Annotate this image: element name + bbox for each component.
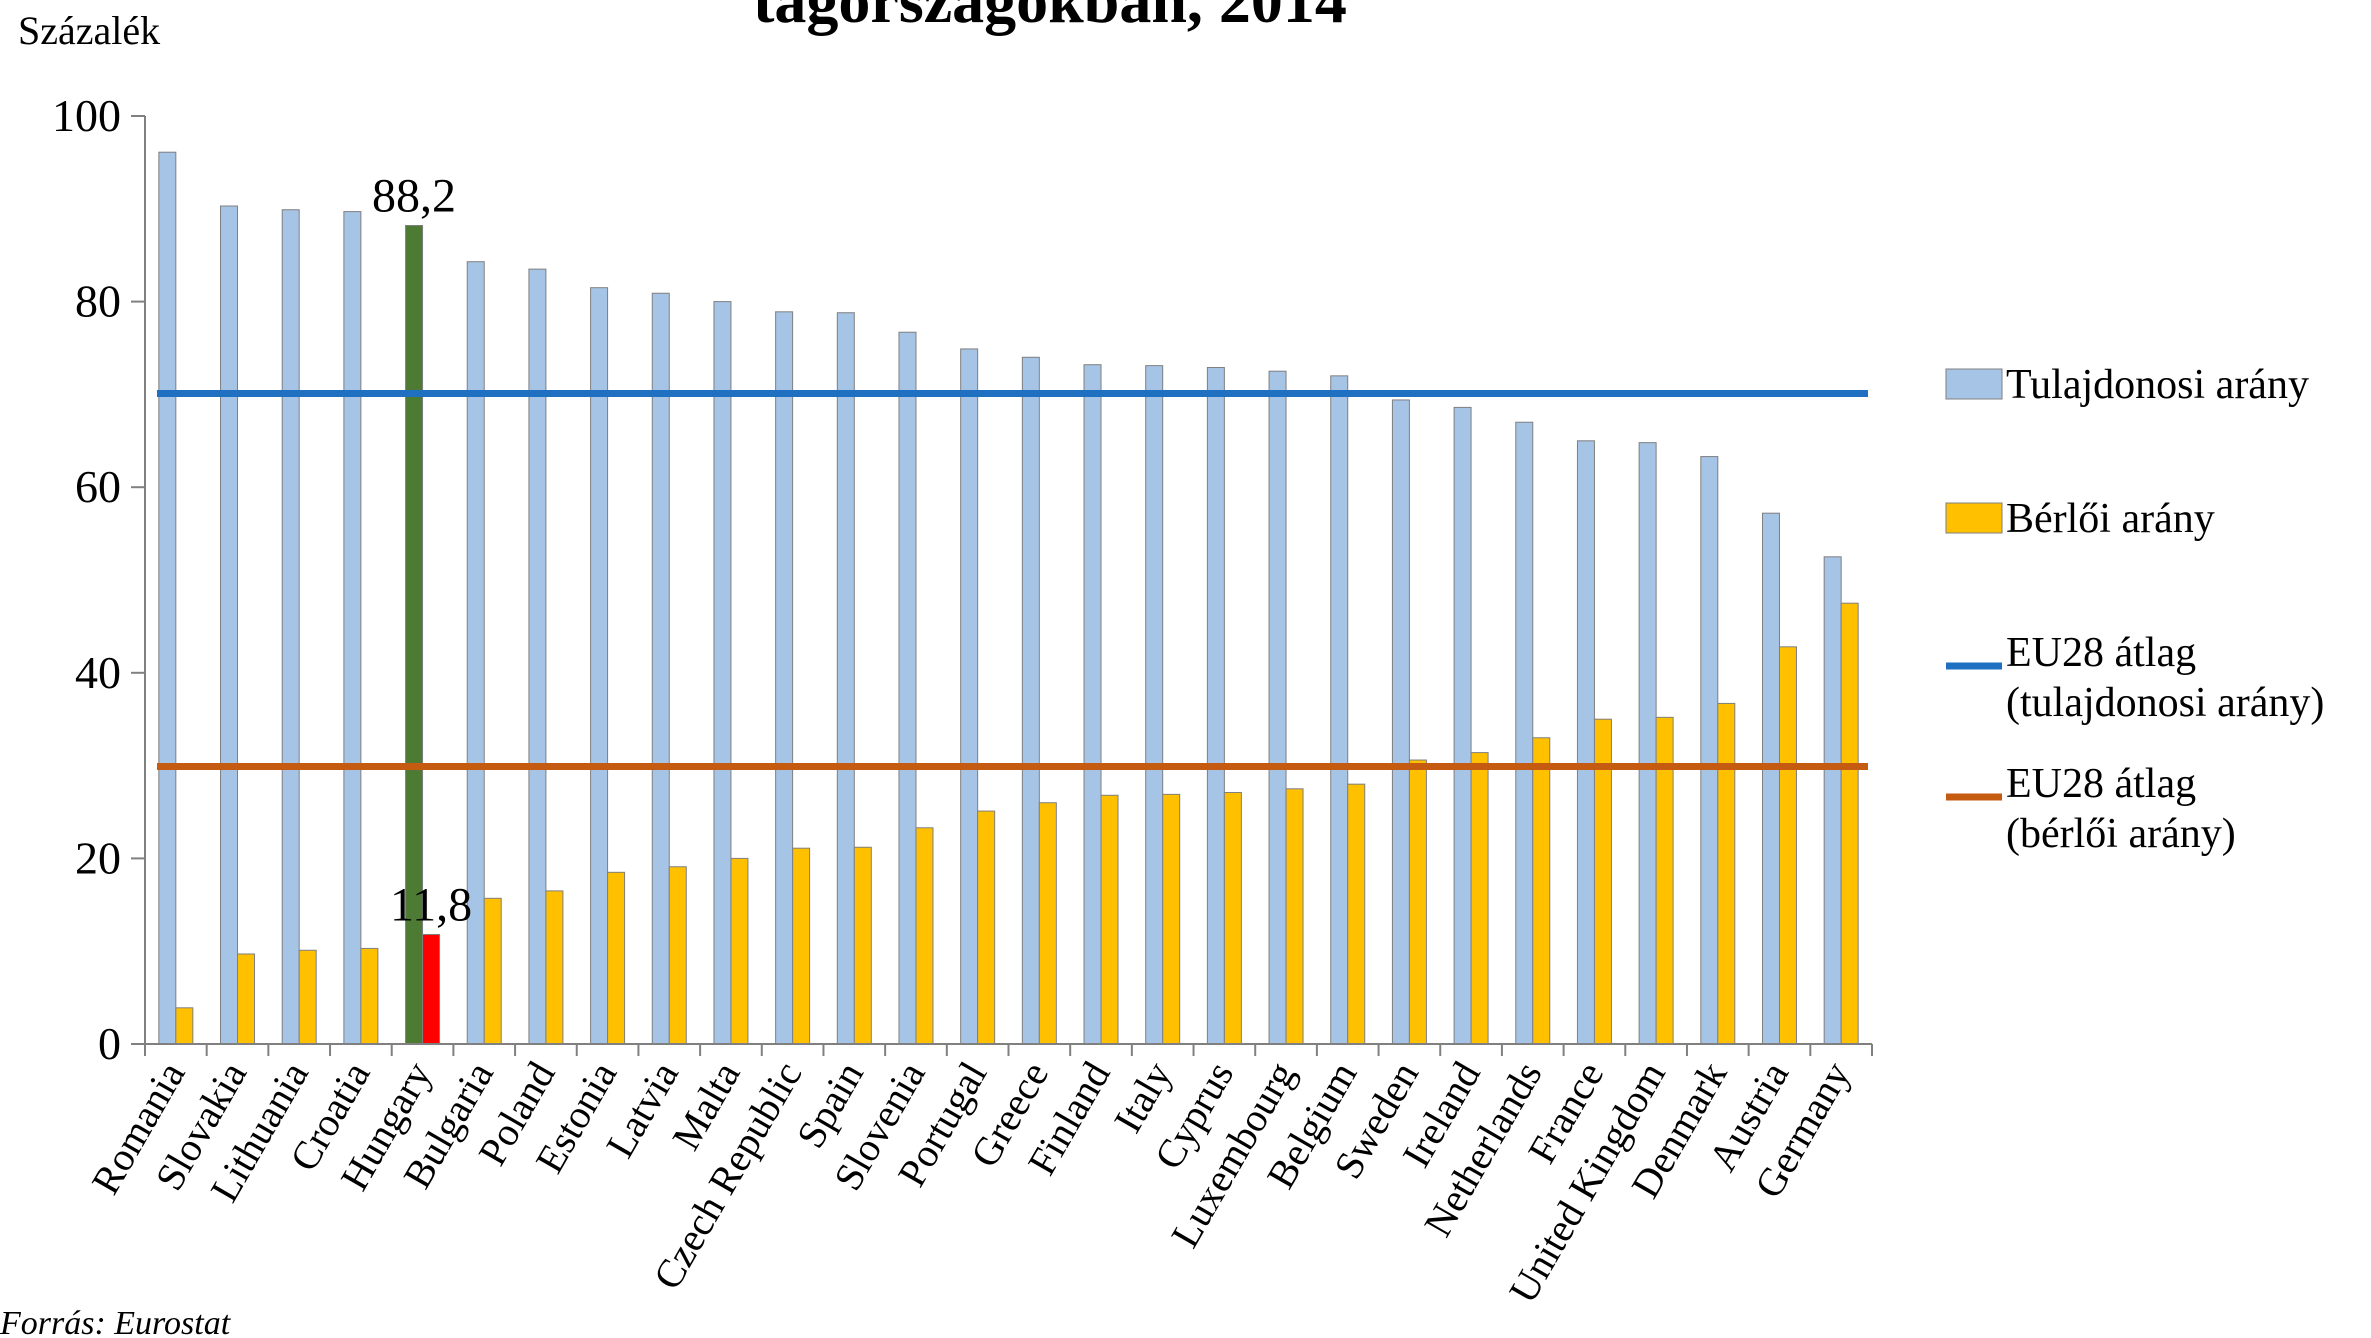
legend-label-line: EU28 átlag (2006, 630, 2196, 676)
bar-b-rl-i-ar-ny-luxembourg (1285, 788, 1304, 1045)
bar-tulajdonosi-ar-ny-slovenia (898, 331, 917, 1045)
axes (144, 116, 1873, 1056)
bar-tulajdonosi-ar-ny-estonia (590, 287, 609, 1045)
bar-b-rl-i-ar-ny-ireland (1470, 752, 1489, 1045)
bar-b-rl-i-ar-ny-italy (1162, 793, 1181, 1045)
bar-tulajdonosi-ar-ny-luxembourg (1268, 370, 1287, 1045)
bar-tulajdonosi-ar-ny-sweden (1391, 399, 1410, 1045)
bar-b-rl-i-ar-ny-finland (1100, 794, 1119, 1045)
bar-tulajdonosi-ar-ny-ireland (1453, 406, 1472, 1045)
bar-tulajdonosi-ar-ny-portugal (960, 348, 979, 1045)
y-tick-label: 0 (98, 1018, 121, 1069)
bar-tulajdonosi-ar-ny-croatia (343, 211, 362, 1045)
bar-b-rl-i-ar-ny-slovakia (237, 953, 256, 1045)
bar-b-rl-i-ar-ny-malta (730, 857, 749, 1045)
legend-label-tulajdonosi-ar-ny: Tulajdonosi arány (2006, 362, 2309, 408)
bar-b-rl-i-ar-ny-romania (175, 1007, 194, 1045)
bar-b-rl-i-ar-ny-denmark (1717, 702, 1736, 1045)
bar-tulajdonosi-ar-ny-austria (1761, 512, 1780, 1045)
data-annotations: 88,2 11,8 (372, 170, 472, 932)
bar-b-rl-i-ar-ny-lithuania (298, 949, 317, 1045)
bar-tulajdonosi-ar-ny-cyprus (1206, 366, 1225, 1045)
source-note: Forrás: Eurostat (0, 1305, 232, 1338)
bar-tulajdonosi-ar-ny-netherlands (1515, 421, 1534, 1045)
bar-b-rl-i-ar-ny-spain (853, 846, 872, 1045)
bar-tulajdonosi-ar-ny-germany (1823, 556, 1842, 1045)
bar-tulajdonosi-ar-ny-france (1576, 440, 1595, 1045)
y-tick-label: 60 (75, 461, 121, 512)
bar-b-rl-i-ar-ny-germany (1840, 602, 1859, 1045)
bar-tulajdonosi-ar-ny-belgium (1330, 375, 1349, 1045)
y-tick-label: 20 (75, 832, 121, 883)
y-tick-label: 100 (52, 90, 121, 141)
bar-tulajdonosi-ar-ny-malta (713, 301, 732, 1045)
bar-b-rl-i-ar-ny-poland (545, 890, 564, 1045)
legend-swatch-tulajdonosi-ar-ny (1945, 368, 2003, 400)
bar-b-rl-i-ar-ny-latvia (668, 866, 687, 1045)
bar-tulajdonosi-ar-ny-finland (1083, 364, 1102, 1045)
bar-tulajdonosi-ar-ny-romania (158, 151, 177, 1045)
legend-label-line: (bérlői arány) (2006, 811, 2236, 857)
bar-b-rl-i-ar-ny-estonia (607, 871, 626, 1045)
bar-tulajdonosi-ar-ny-spain (836, 312, 855, 1045)
bar-tulajdonosi-ar-ny-lithuania (281, 209, 300, 1045)
bar-b-rl-i-ar-ny-greece (1038, 802, 1057, 1045)
legend-label-line: EU28 átlag (2006, 761, 2196, 807)
bar-b-rl-i-ar-ny-sweden (1408, 759, 1427, 1045)
bar-b-rl-i-ar-ny-austria (1778, 646, 1797, 1045)
y-tick-label: 80 (75, 276, 121, 327)
legend-label-eu28-tlag-tulajdonosi-ar-ny: EU28 átlag (tulajdonosi arány) (2006, 630, 2324, 726)
data-label-b-rl-i-ar-ny-hungary: 11,8 (390, 878, 472, 931)
bar-b-rl-i-ar-ny-portugal (977, 810, 996, 1045)
bar-tulajdonosi-ar-ny-latvia (651, 292, 670, 1045)
y-axis-ticks: 0 20 40 60 80 100 (52, 90, 145, 1069)
y-axis-label: Százalék (18, 8, 160, 53)
category-labels: RomaniaSlovakiaLithuaniaCroatiaHungaryBu… (82, 1054, 1859, 1311)
legend-swatch-b-rl-i-ar-ny (1945, 502, 2003, 534)
bar-b-rl-i-ar-ny-netherlands (1532, 737, 1551, 1045)
bar-b-rl-i-ar-ny-slovenia (915, 827, 934, 1045)
bar-tulajdonosi-ar-ny-greece (1021, 356, 1040, 1045)
bar-b-rl-i-ar-ny-bulgaria (483, 897, 502, 1045)
bar-b-rl-i-ar-ny-hungary (422, 933, 441, 1045)
y-tick-label: 40 (75, 647, 121, 698)
legend-label-line: (tulajdonosi arány) (2006, 680, 2324, 726)
legend-label-b-rl-i-ar-ny: Bérlői arány (2006, 496, 2215, 542)
bar-tulajdonosi-ar-ny-slovakia (220, 205, 239, 1045)
bar-tulajdonosi-ar-ny-poland (528, 268, 547, 1045)
bar-tulajdonosi-ar-ny-denmark (1700, 456, 1719, 1045)
bar-tulajdonosi-ar-ny-united-kingdom (1638, 442, 1657, 1045)
data-label-tulajdonosi-ar-ny-hungary: 88,2 (372, 170, 456, 223)
reference-lines (157, 389, 1868, 771)
bar-b-rl-i-ar-ny-czech-republic (792, 847, 811, 1045)
bar-tulajdonosi-ar-ny-italy (1145, 365, 1164, 1045)
bar-b-rl-i-ar-ny-cyprus (1223, 792, 1242, 1045)
bar-b-rl-i-ar-ny-belgium (1347, 783, 1366, 1045)
chart-title: tagországokban, 2014 (753, 0, 1347, 36)
bar-b-rl-i-ar-ny-croatia (360, 947, 379, 1045)
legend-label-eu28-tlag-b-rl-i-ar-ny: EU28 átlag (bérlői arány) (2006, 761, 2236, 857)
bar-tulajdonosi-ar-ny-czech-republic (775, 311, 794, 1045)
